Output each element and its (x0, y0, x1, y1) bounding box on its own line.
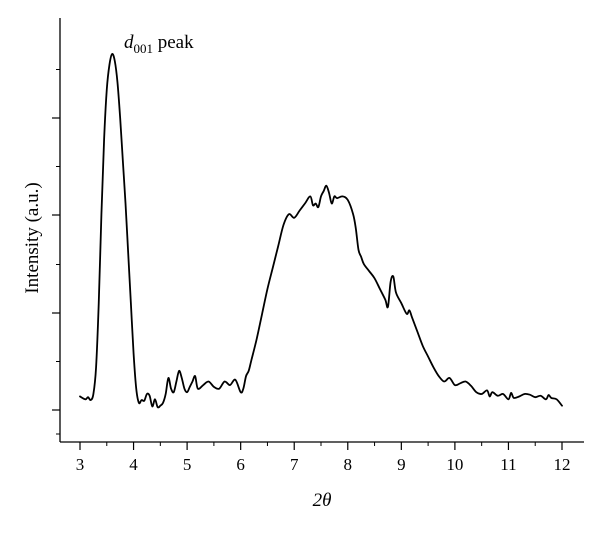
x-tick-label: 4 (129, 455, 138, 474)
x-axis-tick-labels: 3 4 5 6 7 8 9 10 11 12 (76, 455, 571, 474)
series-line (79, 53, 563, 409)
x-tick-label: 6 (236, 455, 245, 474)
x-axis-label: 2θ (313, 490, 332, 511)
x-axis-ticks (79, 442, 563, 450)
x-tick-label: 8 (344, 455, 353, 474)
annotation-subscript: 001 (134, 41, 154, 56)
y-axis-ticks (52, 69, 60, 435)
annotation-suffix: peak (153, 32, 194, 53)
y-axis-label: Intensity (a.u.) (22, 182, 43, 293)
x-tick-label: 3 (76, 455, 85, 474)
x-tick-label: 9 (397, 455, 406, 474)
annotation-main: d (124, 32, 134, 53)
d001-peak-annotation: d001 peak (124, 32, 194, 56)
x-tick-label: 10 (446, 455, 463, 474)
x-tick-label: 5 (183, 455, 192, 474)
x-tick-label: 12 (554, 455, 571, 474)
x-tick-label: 11 (500, 455, 516, 474)
plot-frame (59, 18, 584, 443)
x-tick-label: 7 (290, 455, 299, 474)
